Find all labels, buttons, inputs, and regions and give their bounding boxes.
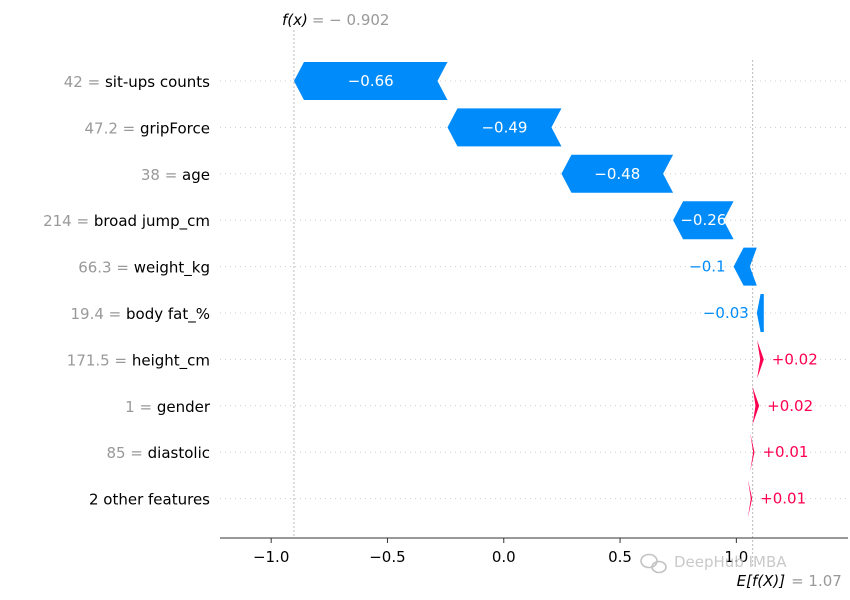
x-tick-label: −1.0 [253, 548, 289, 566]
feature-value: 214 = [43, 212, 94, 230]
fx-value: = − 0.902 [312, 11, 390, 29]
feature-name: body fat_% [126, 305, 210, 324]
bar-value-label: +0.02 [772, 350, 818, 368]
negative-bar [733, 247, 757, 286]
positive-bar [752, 386, 760, 425]
fx-label: f(x) = − 0.902 [282, 11, 390, 29]
negative-bar [561, 154, 674, 193]
bar-value-label: −0.66 [348, 72, 394, 90]
feature-value: 85 = [106, 444, 147, 462]
bars: −0.66 −0.49 −0.48 −0.26 −0.1 −0.03 +0.02 +0.02 +… [293, 62, 818, 518]
feature-name: sit-ups counts [105, 73, 210, 91]
feature-label: 42 = sit-ups counts [64, 73, 210, 91]
x-tick-label: 0.5 [608, 548, 632, 566]
positive-bar [747, 479, 753, 518]
feature-labels: 42 = sit-ups counts 47.2 = gripForce 38 = … [43, 73, 211, 509]
negative-bar [293, 62, 448, 100]
feature-value: 42 = [64, 73, 105, 91]
bar-value-label: −0.26 [680, 211, 726, 229]
watermark-text: DeepHub IMBA [674, 553, 787, 571]
feature-label: 38 = age [141, 166, 210, 184]
x-tick-label: 0.0 [492, 548, 516, 566]
efx-prefix: E[f(X)] [737, 572, 786, 590]
feature-label: 85 = diastolic [106, 444, 210, 462]
negative-bar [673, 201, 734, 240]
feature-name: gripForce [140, 119, 210, 137]
feature-name: gender [157, 398, 211, 416]
feature-value: 1 = [125, 398, 157, 416]
efx-value: = 1.07 [791, 572, 842, 590]
feature-label: 2 other features [89, 491, 210, 509]
feature-name: diastolic [148, 444, 210, 462]
bar-value-label: −0.1 [689, 258, 725, 276]
feature-name: broad jump_cm [94, 212, 210, 231]
feature-label: 214 = broad jump_cm [43, 212, 210, 231]
bar-value-label: −0.48 [594, 165, 640, 183]
positive-bar [757, 340, 764, 379]
x-axis: −1.0 −0.5 0.0 0.5 1.0 [220, 537, 848, 566]
x-tick-label: −0.5 [369, 548, 405, 566]
x-tick-label: 1.0 [724, 548, 748, 566]
feature-label: 171.5 = height_cm [67, 351, 210, 370]
feature-value: 47.2 = [85, 119, 141, 137]
wechat-icon [640, 553, 667, 574]
negative-bar [447, 108, 562, 147]
feature-value: 171.5 = [67, 351, 132, 369]
feature-name: age [182, 166, 210, 184]
feature-label: 1 = gender [125, 398, 211, 416]
bar-value-label: −0.03 [703, 304, 749, 322]
feature-value: 38 = [141, 166, 182, 184]
feature-value: 66.3 = [78, 259, 134, 277]
bar-value-label: +0.01 [762, 443, 808, 461]
feature-label: 66.3 = weight_kg [78, 259, 210, 278]
efx-label: E[f(X)] = 1.07 [737, 572, 842, 590]
fx-prefix: f(x) [282, 11, 308, 29]
feature-label: 47.2 = gripForce [85, 119, 210, 137]
feature-label: 19.4 = body fat_% [71, 305, 211, 324]
negative-bar [756, 294, 764, 332]
feature-name: height_cm [132, 351, 210, 370]
bar-value-label: +0.01 [760, 490, 806, 508]
bar-value-label: −0.49 [481, 118, 527, 136]
watermark: DeepHub IMBA [640, 553, 787, 574]
feature-value: 19.4 = [71, 305, 127, 323]
feature-name: 2 other features [89, 491, 210, 509]
feature-name: weight_kg [134, 259, 210, 278]
bar-value-label: +0.02 [767, 397, 813, 415]
positive-bar [750, 433, 755, 472]
